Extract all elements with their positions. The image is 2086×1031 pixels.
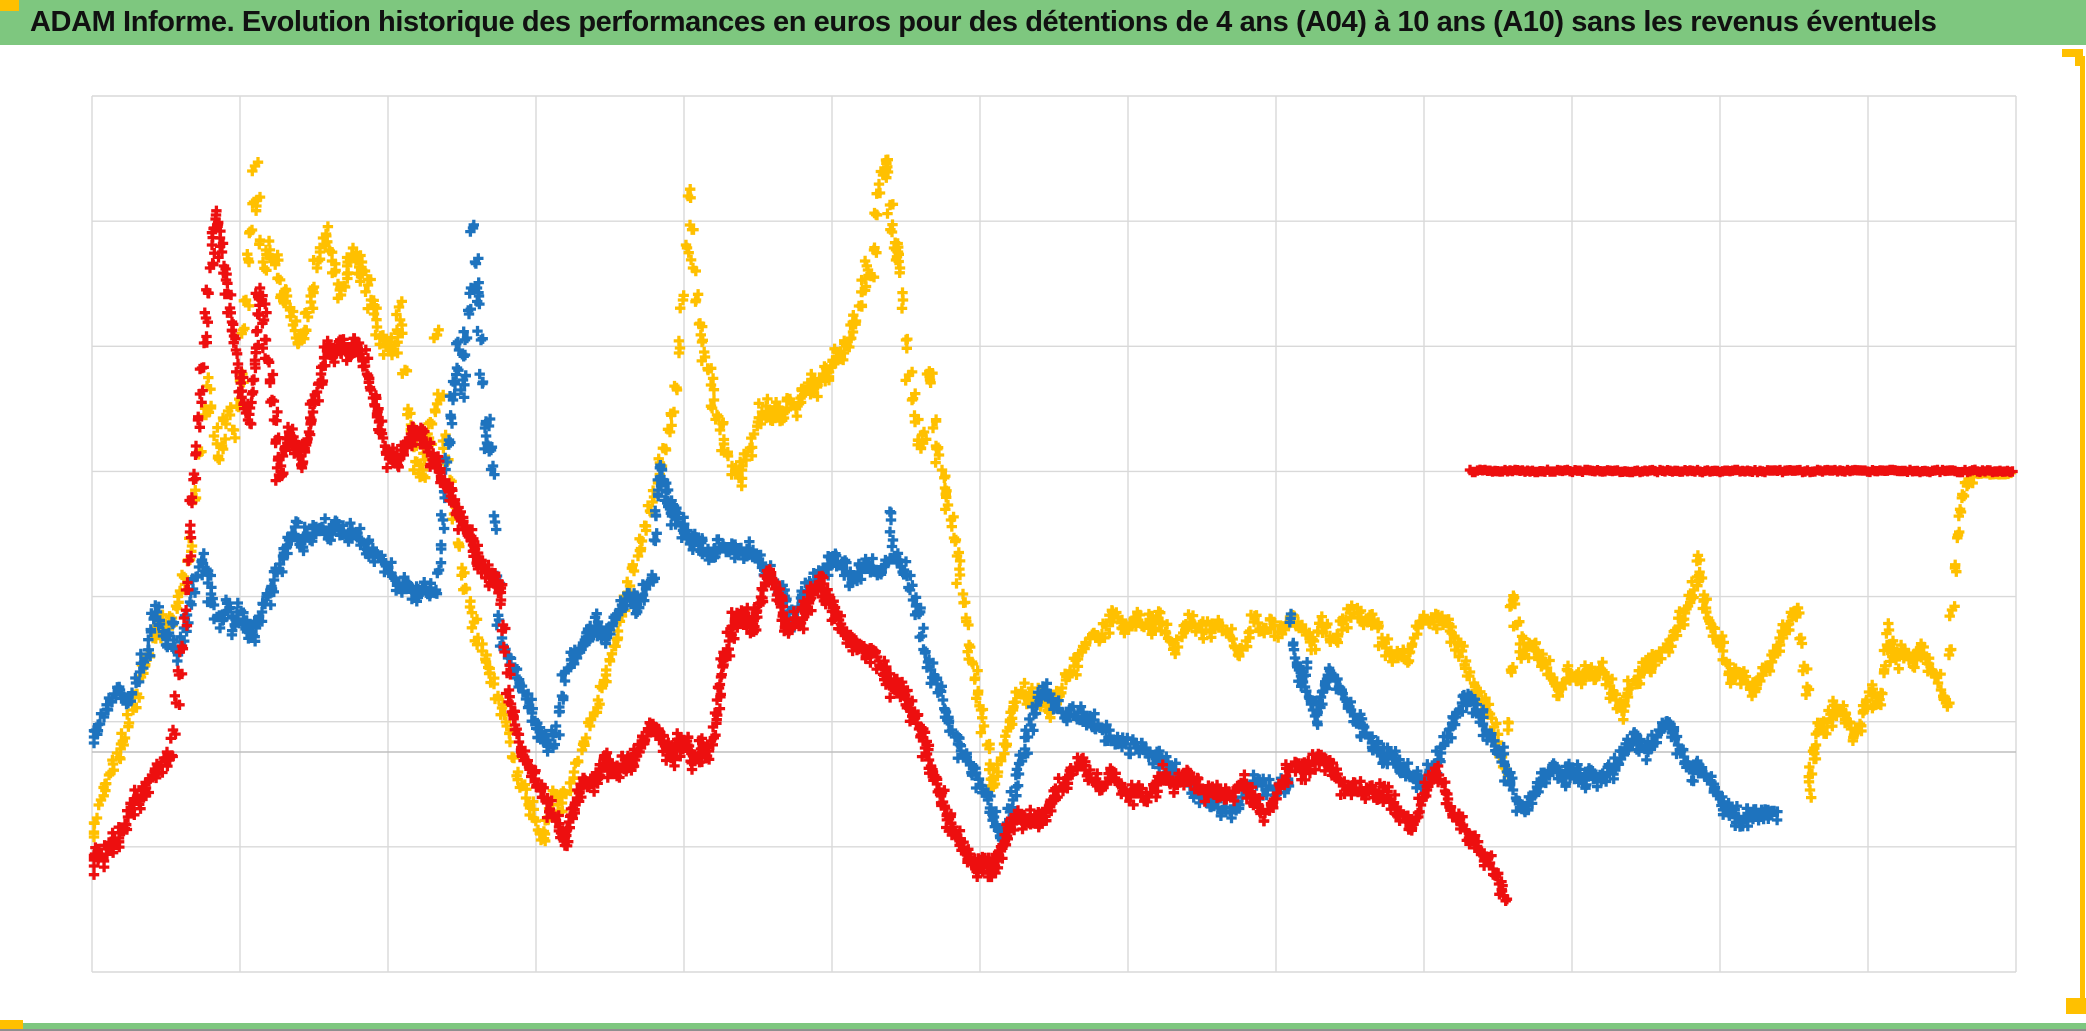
red-series-markers [88, 205, 2018, 906]
accent-right-strip [2080, 56, 2085, 1014]
footer-bar [0, 1023, 2086, 1031]
accent-top-right-corner-h [2062, 49, 2083, 57]
title-bar: ADAM Informe. Evolution historique des p… [0, 0, 2086, 45]
accent-top-left-square [0, 0, 19, 11]
footer-divider [0, 1029, 2086, 1031]
plot-area [92, 96, 2016, 972]
chart-title: ADAM Informe. Evolution historique des p… [30, 6, 1937, 38]
accent-top-right-corner-v [2075, 49, 2083, 66]
accent-bottom-right-foot [2066, 998, 2086, 1014]
gold-series-markers [88, 154, 2017, 847]
accent-bottom-left-square [0, 1020, 23, 1029]
